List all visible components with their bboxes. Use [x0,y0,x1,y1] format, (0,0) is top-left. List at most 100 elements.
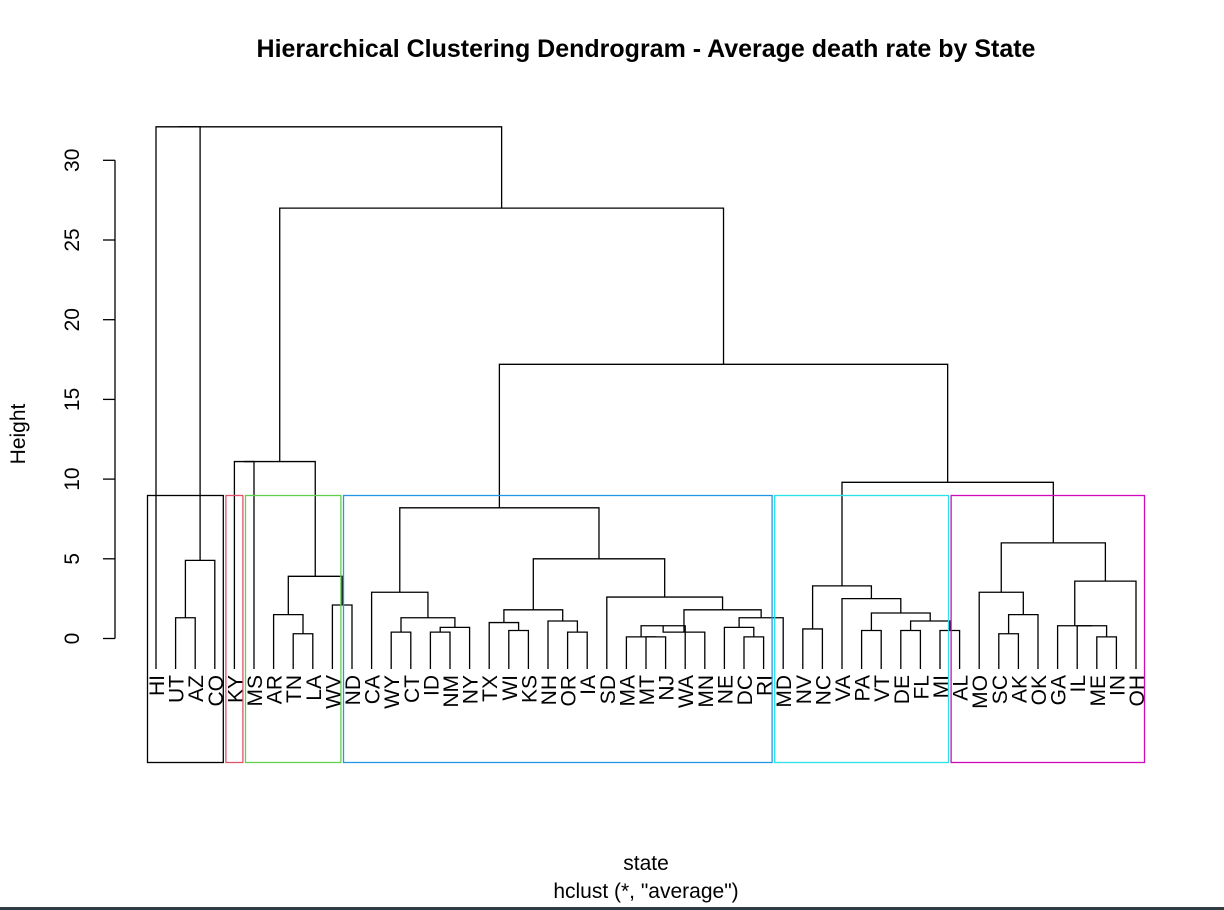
leaf-label: VT [871,675,894,702]
leaf-label: OK [1028,675,1051,705]
leaf-label: RI [754,675,777,696]
dendrogram-link [279,207,725,462]
cluster-box [146,494,224,764]
leaf-label: ME [1087,675,1110,707]
leaf-label: MA [616,675,639,707]
dendrogram-link [978,591,1024,669]
leaf-label: OR [558,675,581,707]
dendrogram-link [174,617,196,669]
dendrogram-link [723,626,755,669]
leaf-label: AR [264,675,287,704]
dendrogram-link [498,363,949,508]
leaf-label: TX [479,675,502,702]
dendrogram-link [738,617,784,669]
leaf-label: CO [205,675,228,707]
cluster-box [950,494,1146,764]
leaf-label: SD [597,675,620,704]
leaf-label: WV [322,675,345,709]
leaf-label: NC [812,675,835,705]
cluster-box [244,494,342,764]
y-tick-label: 0 [61,633,84,645]
cluster-box [342,494,773,764]
dendrogram-link [429,631,451,669]
dendrogram-link [683,609,762,633]
dendrogram-link [1074,580,1137,669]
leaf-label: LA [303,675,326,701]
dendrogram-link [566,631,588,669]
chart-title: Hierarchical Clustering Dendrogram - Ave… [257,35,1036,63]
cluster-box [225,494,244,764]
leaf-label: IN [1106,675,1129,696]
dendrogram-link [292,633,314,669]
y-tick-label: 30 [61,149,84,172]
dendrogram-link [625,636,656,669]
leaf-label: DC [734,675,757,705]
dendrogram-link [439,626,471,669]
dendrogram-link [909,620,951,631]
dendrogram-link [155,126,201,669]
dendrogram-link [1007,613,1039,669]
leaf-label: FL [910,675,933,700]
leaf-label: WY [381,675,404,709]
leaf-label: TN [283,675,306,703]
leaf-label: DE [891,675,914,704]
y-tick-label: 10 [61,467,84,490]
leaf-label: UT [166,675,189,703]
leaf-label: KY [224,675,247,703]
leaf-label: MO [969,675,992,709]
leaf-label: HI [146,675,169,696]
dendrogram-link [1056,625,1092,669]
leaf-label: WI [499,675,522,701]
dendrogram-link [802,628,824,669]
cluster-box [774,494,950,764]
y-axis-label: Height [7,403,30,464]
y-tick-label: 25 [61,228,84,251]
leaf-label: AK [1008,675,1031,703]
leaf-label: NJ [656,675,679,701]
leaf-label: KS [518,675,541,703]
leaf-labels: HIUTAZCOKYMSARTNLAWVNDCAWYCTIDNMNYTXWIKS… [146,675,1149,709]
leaf-label: NV [793,675,816,704]
x-axis-sublabel: hclust (*, "average") [553,880,738,903]
dendrogram-link [841,481,1054,586]
dendrogram-link [390,631,412,669]
dendrogram-link [233,460,255,669]
leaf-label: IA [577,675,600,695]
y-tick-label: 20 [61,308,84,331]
dendrogram-link [508,629,530,669]
dendrogram-link [178,126,503,209]
leaf-label: MI [930,675,953,698]
dendrogram-link [287,575,343,615]
y-tick-label: 15 [61,388,84,411]
leaf-label: NE [714,675,737,704]
leaf-label: ND [342,675,365,705]
dendrogram-link [939,629,961,669]
y-tick-label: 5 [61,553,84,565]
dendrogram-link [331,604,353,669]
leaf-label: ID [420,675,443,696]
dendrogram-link [184,559,216,669]
x-axis-label: state [623,852,669,875]
dendrogram-link [1096,636,1118,669]
leaf-label: PA [852,675,875,701]
dendrogram-link [998,633,1020,669]
dendrogram-link [400,617,456,633]
leaf-label: NH [538,675,561,705]
leaf-label: NY [460,675,483,704]
dendrogram-link [547,620,579,669]
dendrogram-link [662,625,706,669]
dendrogram-link [1076,625,1108,669]
dendrogram-link [244,460,316,577]
leaf-label: AZ [185,675,208,702]
dendrogram-link [645,636,667,669]
leaf-label: IL [1067,675,1090,693]
dendrogram-link [488,621,520,669]
window-bottom-edge [0,907,1224,910]
leaf-label: NM [440,675,463,708]
dendrogram-links [155,126,1137,669]
dendrogram-link [841,598,902,669]
leaf-label: CT [401,675,424,703]
leaf-label: AL [950,675,973,701]
dendrogram-link [399,507,600,593]
